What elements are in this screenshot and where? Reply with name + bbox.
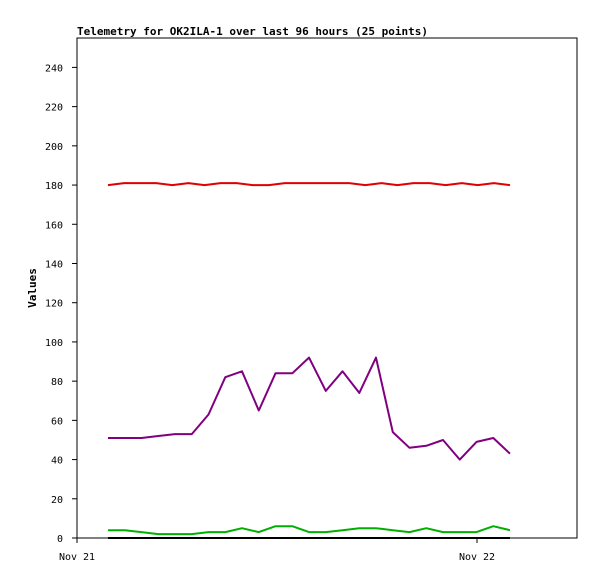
series-line-1 — [107, 182, 511, 187]
y-tick-label: 220 — [45, 103, 63, 114]
y-axis-label: Values — [26, 268, 39, 308]
y-tick-label: 180 — [45, 181, 63, 192]
y-tick-label: 20 — [51, 495, 63, 506]
x-axis: Nov 21 Nov 22 — [59, 538, 495, 563]
y-axis: 0 20 40 60 80 100 120 140 160 180 200 220 240 — [45, 63, 77, 545]
y-tick-label: 160 — [45, 220, 63, 231]
y-tick-label: 120 — [45, 299, 63, 310]
x-tick-label: Nov 22 — [459, 552, 495, 563]
series-line-3 — [108, 525, 511, 536]
chart-title: Telemetry for OK2ILA-1 over last 96 hour… — [77, 25, 428, 38]
y-tick-label: 0 — [57, 534, 63, 545]
y-tick-label: 240 — [45, 63, 63, 74]
plot-frame — [76, 37, 578, 539]
series-line-2 — [108, 356, 511, 461]
y-tick-label: 40 — [51, 456, 63, 467]
series-lines — [107, 182, 511, 539]
y-tick-label: 200 — [45, 142, 63, 153]
y-tick-label: 100 — [45, 338, 63, 349]
y-tick-label: 60 — [51, 416, 63, 427]
x-tick-label: Nov 21 — [59, 552, 95, 563]
y-tick-label: 80 — [51, 377, 63, 388]
y-tick-label: 140 — [45, 259, 63, 270]
